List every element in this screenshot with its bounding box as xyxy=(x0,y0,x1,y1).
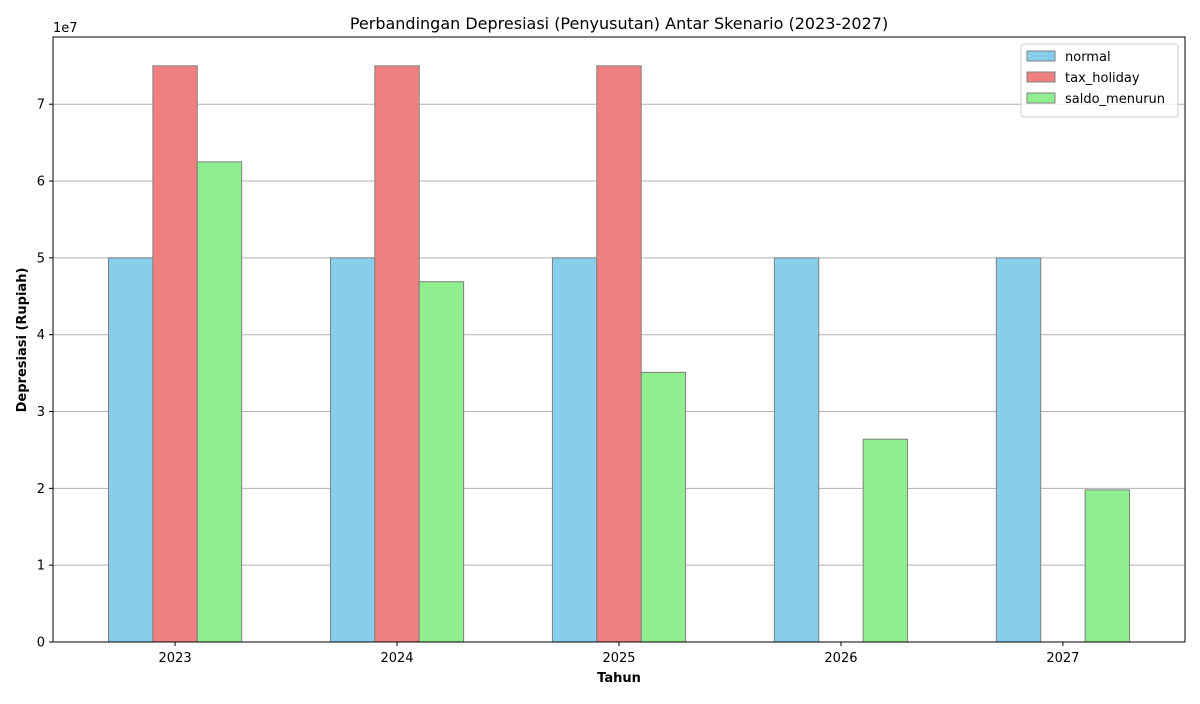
legend-label-tax_holiday: tax_holiday xyxy=(1065,71,1140,86)
bar-saldo_menurun-2026 xyxy=(862,438,909,643)
legend: normal tax_holiday saldo_menurun xyxy=(1020,43,1179,118)
x-tick-label: 2024 xyxy=(380,651,413,666)
legend-label-normal: normal xyxy=(1065,50,1111,65)
ticks-layer: 0 1 2 3 4 5 6 7 2023 2024 2025 2026 2027 xyxy=(37,98,1080,666)
bar-tax_holiday-2023 xyxy=(152,65,198,643)
y-tick-label: 5 xyxy=(37,251,45,266)
y-tick-label: 0 xyxy=(37,636,45,651)
bar-normal-2024 xyxy=(329,257,376,643)
legend-swatch-saldo_menurun xyxy=(1026,92,1056,104)
y-tick-label: 1 xyxy=(37,559,45,574)
bars-layer xyxy=(107,65,1131,643)
bar-saldo_menurun-2027 xyxy=(1084,489,1131,643)
bar-tax_holiday-2024 xyxy=(374,65,420,643)
y-axis-offset-text: 1e7 xyxy=(53,21,78,36)
legend-swatch-normal xyxy=(1026,50,1056,62)
bar-saldo_menurun-2025 xyxy=(640,371,687,643)
legend-label-saldo_menurun: saldo_menurun xyxy=(1065,92,1165,107)
x-axis-label: Tahun xyxy=(597,671,641,686)
y-axis-label: Depresiasi (Rupiah) xyxy=(15,268,30,413)
x-tick-label: 2025 xyxy=(602,651,635,666)
x-tick-label: 2026 xyxy=(824,651,857,666)
y-tick-label: 2 xyxy=(37,482,45,497)
bar-tax_holiday-2025 xyxy=(596,65,642,643)
legend-swatch-tax_holiday xyxy=(1026,71,1056,83)
y-tick-label: 6 xyxy=(37,175,45,190)
bar-saldo_menurun-2024 xyxy=(418,281,465,643)
x-tick-label: 2027 xyxy=(1046,651,1079,666)
y-tick-label: 3 xyxy=(37,405,45,420)
y-tick-label: 7 xyxy=(37,98,45,113)
bar-normal-2027 xyxy=(995,257,1042,643)
bar-normal-2023 xyxy=(107,257,154,643)
bar-saldo_menurun-2023 xyxy=(196,161,243,643)
x-tick-label: 2023 xyxy=(159,651,192,666)
legend-box xyxy=(1020,43,1179,118)
bar-normal-2026 xyxy=(773,257,820,643)
chart-title: Perbandingan Depresiasi (Penyusutan) Ant… xyxy=(350,14,888,33)
bar-normal-2025 xyxy=(551,257,598,643)
y-tick-label: 4 xyxy=(37,328,45,343)
